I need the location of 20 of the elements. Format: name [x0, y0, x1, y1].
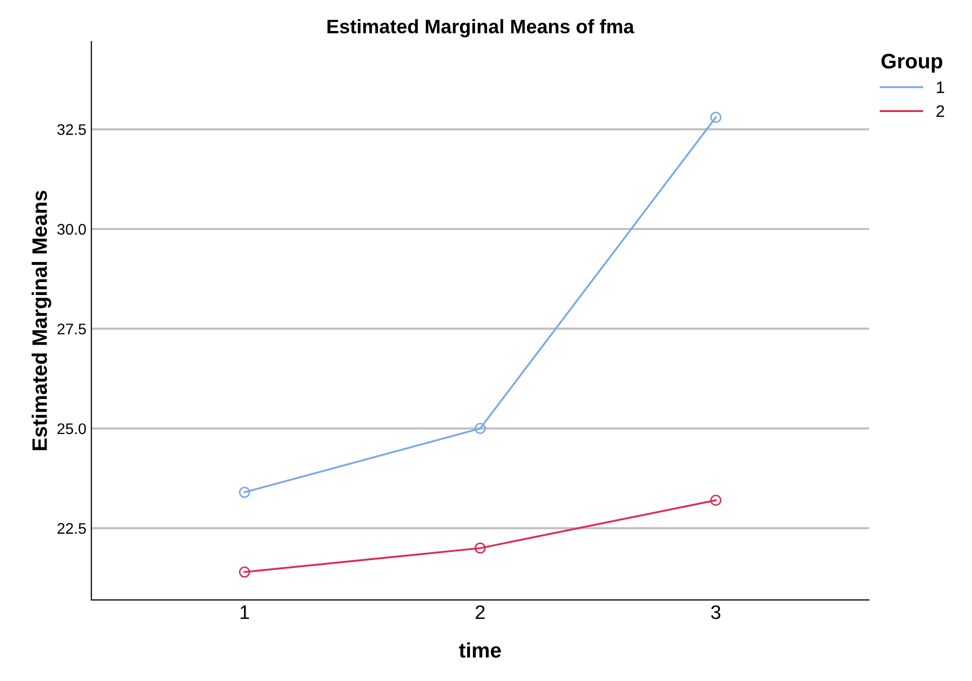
x-tick-label: 1 [240, 606, 249, 619]
legend-title: Group [881, 54, 942, 73]
point [238, 486, 250, 498]
point [238, 566, 250, 578]
x-tick-label: 3 [711, 605, 720, 620]
legend-label: 1 [936, 82, 944, 94]
y-tick-label: 25.0 [58, 423, 86, 434]
point [474, 542, 486, 554]
y-tick-label: 27.5 [58, 324, 86, 334]
point [710, 112, 722, 123]
y-tick-label: 30.0 [57, 224, 86, 235]
y-axis-title: Estimated Marginal Means [32, 190, 52, 450]
x-tick-label: 2 [476, 605, 485, 619]
legend-label: 2 [936, 105, 944, 117]
chart-title: Estimated Marginal Means of fma [328, 19, 634, 38]
y-tick-label: 22.5 [58, 523, 86, 534]
point [710, 494, 722, 506]
point [474, 422, 486, 434]
y-tick-label: 32.5 [57, 124, 86, 135]
x-axis-title: time [459, 642, 501, 658]
